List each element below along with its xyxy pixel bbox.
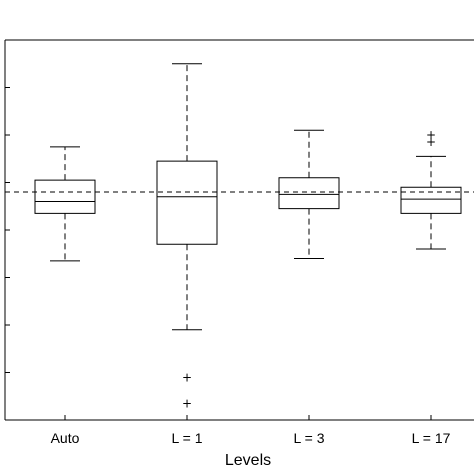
boxes: ++++ bbox=[34, 63, 462, 410]
box-rect bbox=[34, 179, 96, 214]
x-axis-title: Levels bbox=[225, 452, 271, 469]
box-rect bbox=[156, 160, 218, 245]
x-tick-label: L = 1 bbox=[171, 430, 202, 446]
box-4: ++ bbox=[400, 128, 462, 250]
outlier-marker: + bbox=[426, 128, 436, 142]
category-labels: Auto L = 1 L = 3 L = 17 bbox=[51, 430, 451, 446]
box-3 bbox=[278, 129, 340, 259]
x-tick-label: L = 3 bbox=[293, 430, 324, 446]
outlier-marker: + bbox=[182, 370, 192, 384]
axes bbox=[4, 39, 474, 421]
box-rect bbox=[400, 186, 462, 214]
x-tick-label: Auto bbox=[51, 430, 80, 446]
box-rect bbox=[278, 177, 340, 210]
outlier-marker: + bbox=[426, 135, 436, 149]
outlier-marker: + bbox=[182, 396, 192, 410]
x-tick-label: L = 17 bbox=[412, 430, 451, 446]
box-1 bbox=[34, 146, 96, 262]
box-2: ++ bbox=[156, 63, 218, 410]
